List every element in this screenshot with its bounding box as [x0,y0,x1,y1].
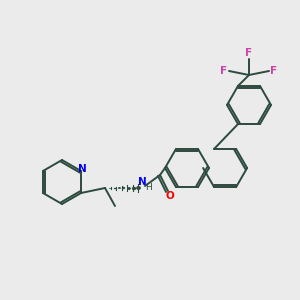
Text: N: N [78,164,86,174]
Text: F: F [245,48,253,58]
Text: H: H [145,182,152,191]
Text: F: F [220,66,228,76]
Text: F: F [270,66,278,76]
Text: O: O [166,191,174,201]
Text: N: N [138,177,146,187]
